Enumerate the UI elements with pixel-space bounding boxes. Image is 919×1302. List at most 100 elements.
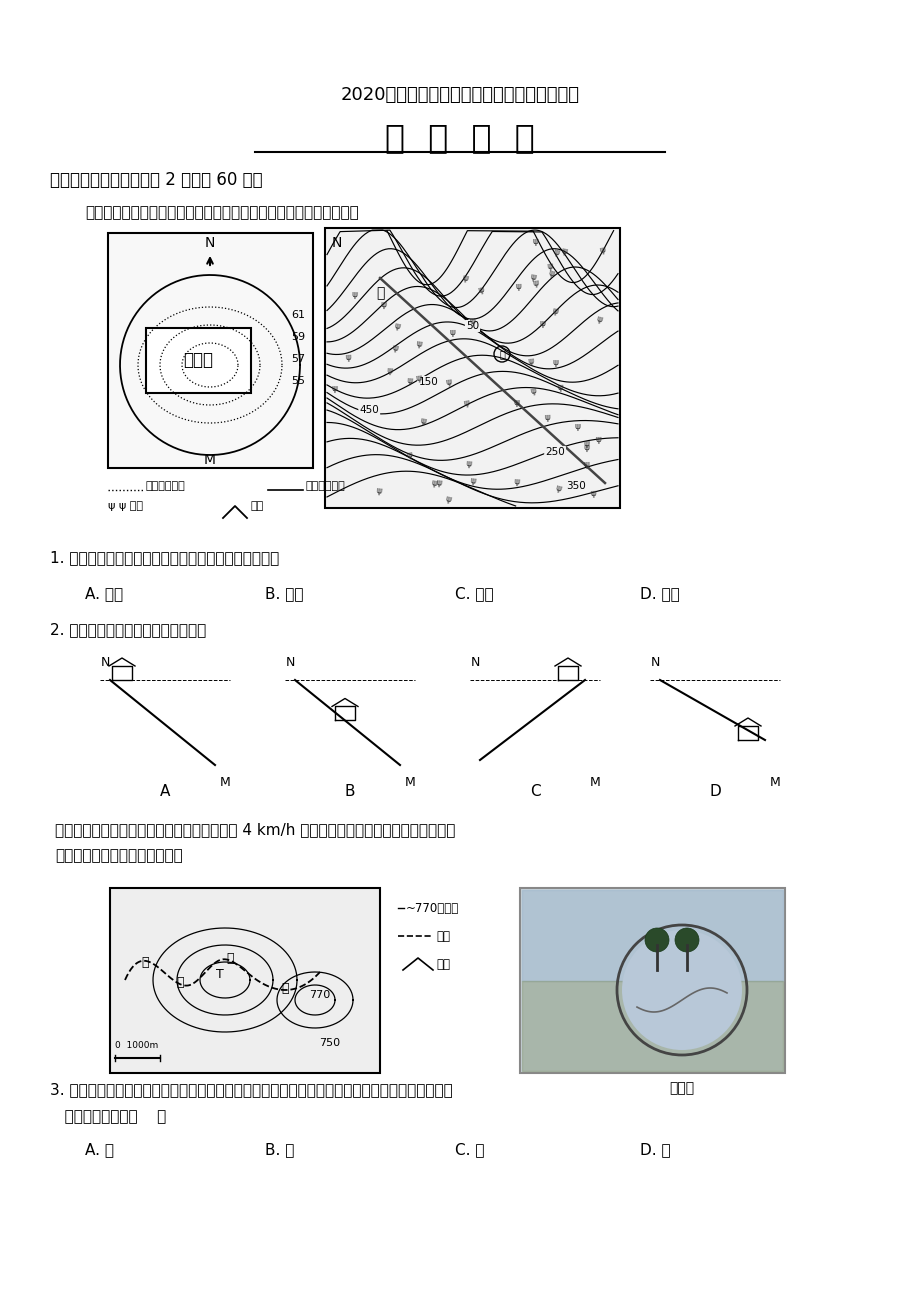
Text: ψ: ψ bbox=[415, 372, 422, 383]
Text: 2. 与甲地地形平整方式相符的剑面是: 2. 与甲地地形平整方式相符的剑面是 bbox=[50, 622, 206, 638]
Text: 暑假期间，某游客迎着旭日进入图幅范围，以 4 km/h 的速度步行于我国长江流域某山区公路: 暑假期间，某游客迎着旭日进入图幅范围，以 4 km/h 的速度步行于我国长江流域… bbox=[55, 823, 455, 837]
Text: ψ: ψ bbox=[436, 478, 442, 487]
Text: 350: 350 bbox=[565, 480, 585, 491]
Text: ψ: ψ bbox=[445, 376, 452, 387]
Text: ψ: ψ bbox=[595, 435, 600, 444]
Circle shape bbox=[644, 928, 668, 952]
Text: ψ: ψ bbox=[415, 339, 422, 349]
Text: C: C bbox=[529, 785, 539, 799]
Text: 河流: 河流 bbox=[436, 957, 449, 970]
Text: 50: 50 bbox=[465, 322, 479, 331]
Text: （如下图）。读图完下列各题。: （如下图）。读图完下列各题。 bbox=[55, 849, 183, 863]
Text: ψ: ψ bbox=[387, 366, 393, 375]
Text: ψ: ψ bbox=[551, 306, 559, 315]
Bar bbox=[519, 888, 784, 1073]
Text: 150: 150 bbox=[418, 378, 437, 387]
Text: ψ: ψ bbox=[513, 397, 519, 406]
Text: ψ: ψ bbox=[551, 358, 558, 367]
Text: 0  1000m: 0 1000m bbox=[115, 1042, 158, 1049]
Text: ψ: ψ bbox=[583, 461, 589, 470]
Text: A. 地形: A. 地形 bbox=[85, 586, 123, 602]
Text: N: N bbox=[205, 236, 215, 250]
Text: 乙: 乙 bbox=[498, 349, 505, 359]
Text: ψ: ψ bbox=[430, 478, 437, 488]
Text: B: B bbox=[345, 785, 355, 799]
Text: 2020届江西省南康中学高三上学期第二次月考: 2020届江西省南康中学高三上学期第二次月考 bbox=[340, 86, 579, 104]
Text: ψ: ψ bbox=[547, 268, 554, 279]
Text: ψ: ψ bbox=[391, 344, 399, 353]
Text: ψ: ψ bbox=[554, 483, 562, 493]
Text: B. 水源: B. 水源 bbox=[265, 586, 303, 602]
Text: ψ: ψ bbox=[462, 398, 470, 409]
Text: 改造后等高线: 改造后等高线 bbox=[306, 480, 346, 491]
Text: 河流: 河流 bbox=[251, 501, 264, 510]
Text: ψ: ψ bbox=[529, 272, 537, 281]
Text: C. 植被: C. 植被 bbox=[455, 586, 494, 602]
Circle shape bbox=[675, 928, 698, 952]
Text: ψ: ψ bbox=[448, 328, 455, 337]
Text: D: D bbox=[709, 785, 720, 799]
Text: N: N bbox=[650, 656, 659, 669]
Text: 甲: 甲 bbox=[375, 286, 384, 299]
Text: 3. 视线受阔的公路边常设有凸面镜用于保障汽车的行车安全，利用凸面镜可看到对面来车，凸面镜: 3. 视线受阔的公路边常设有凸面镜用于保障汽车的行车安全，利用凸面镜可看到对面来… bbox=[50, 1082, 452, 1098]
Bar bbox=[324, 228, 619, 508]
Circle shape bbox=[621, 930, 742, 1049]
Text: M: M bbox=[589, 776, 600, 789]
Text: 丁: 丁 bbox=[281, 982, 289, 995]
Text: ψ: ψ bbox=[380, 299, 386, 309]
Text: N: N bbox=[332, 236, 342, 250]
Text: 55: 55 bbox=[290, 376, 305, 385]
Text: 770: 770 bbox=[309, 990, 330, 1000]
Text: 建筑物: 建筑物 bbox=[183, 352, 213, 368]
Text: ψ: ψ bbox=[589, 488, 596, 499]
Text: A: A bbox=[160, 785, 170, 799]
Text: 59: 59 bbox=[290, 332, 305, 342]
Text: ψ: ψ bbox=[477, 285, 485, 294]
Text: ψ: ψ bbox=[531, 237, 538, 246]
Text: N: N bbox=[470, 656, 479, 669]
Text: ψ: ψ bbox=[544, 413, 550, 422]
Text: 250: 250 bbox=[545, 447, 564, 457]
Text: 甲: 甲 bbox=[142, 956, 149, 969]
Text: 一、单项选择题（每小题 2 分，共 60 分）: 一、单项选择题（每小题 2 分，共 60 分） bbox=[50, 171, 262, 189]
Text: ψ: ψ bbox=[532, 279, 539, 288]
Text: ψ: ψ bbox=[419, 415, 426, 426]
Text: ψ: ψ bbox=[393, 322, 401, 331]
Text: ψ: ψ bbox=[546, 260, 553, 271]
Text: N: N bbox=[285, 656, 294, 669]
Text: 乙: 乙 bbox=[176, 975, 184, 988]
Text: ~770等高线: ~770等高线 bbox=[405, 901, 459, 914]
Text: 地  理  试  卦: 地 理 试 卦 bbox=[385, 121, 534, 155]
Text: N: N bbox=[100, 656, 109, 669]
Text: ψ: ψ bbox=[513, 477, 519, 487]
Text: ψ: ψ bbox=[598, 246, 606, 255]
Bar bbox=[146, 328, 251, 393]
Text: ψ: ψ bbox=[332, 384, 337, 393]
Text: ψ: ψ bbox=[469, 477, 476, 486]
Bar bbox=[108, 233, 312, 467]
Text: 750: 750 bbox=[319, 1038, 340, 1048]
Text: M: M bbox=[769, 776, 779, 789]
Text: ψ: ψ bbox=[406, 376, 413, 385]
Text: 公路: 公路 bbox=[436, 930, 449, 943]
Text: 1. 与乙地相比，将建筑物布局在甲地主要考虑的因素是: 1. 与乙地相比，将建筑物布局在甲地主要考虑的因素是 bbox=[50, 551, 279, 565]
Text: D. 坡向: D. 坡向 bbox=[640, 586, 679, 602]
Text: ψ: ψ bbox=[595, 315, 603, 324]
Text: 450: 450 bbox=[359, 405, 379, 415]
Text: M: M bbox=[404, 776, 414, 789]
Text: T: T bbox=[216, 969, 223, 982]
Text: ψ: ψ bbox=[405, 450, 413, 461]
Text: ψ: ψ bbox=[556, 383, 562, 392]
Text: ψ: ψ bbox=[515, 283, 521, 292]
Text: C. 丙: C. 丙 bbox=[455, 1142, 484, 1157]
Text: ψ: ψ bbox=[551, 247, 560, 256]
Text: ψ: ψ bbox=[583, 443, 589, 452]
Text: ψ: ψ bbox=[445, 495, 452, 505]
Text: A. 甲: A. 甲 bbox=[85, 1142, 114, 1157]
Text: 61: 61 bbox=[290, 310, 305, 320]
Text: M: M bbox=[204, 453, 216, 467]
Text: ψ: ψ bbox=[345, 353, 351, 362]
Text: ψ: ψ bbox=[460, 273, 468, 283]
Text: ψ: ψ bbox=[375, 486, 382, 496]
Text: 改造前等高线: 改造前等高线 bbox=[146, 480, 186, 491]
